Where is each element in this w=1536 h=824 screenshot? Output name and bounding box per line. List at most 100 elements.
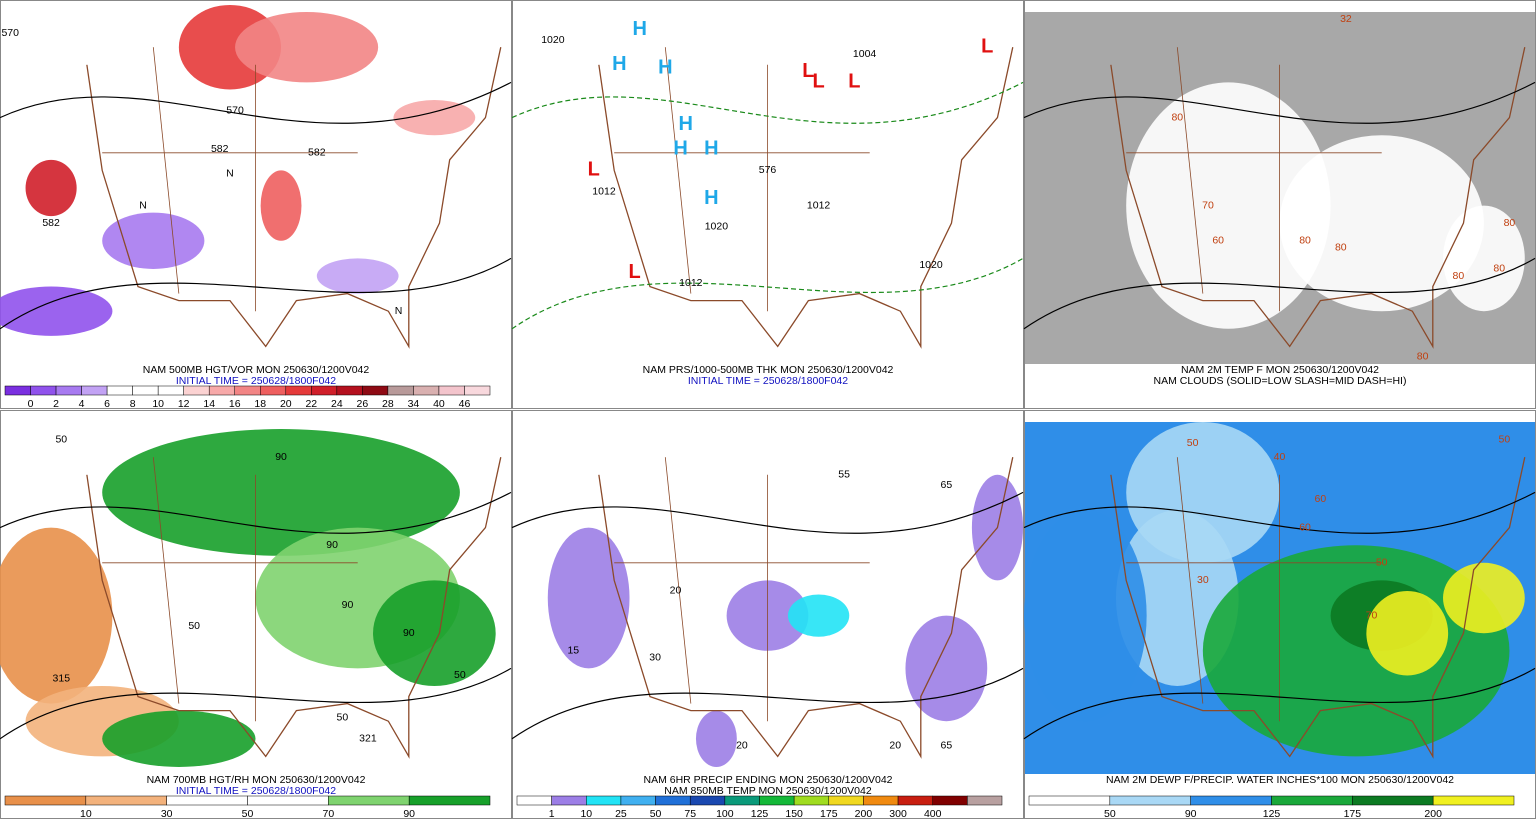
map-shade (0, 286, 113, 336)
colorbar-swatch (724, 795, 760, 806)
colorbar-swatch (932, 795, 968, 806)
map-shade (260, 170, 302, 241)
map-label: 570 (226, 104, 244, 116)
border-line (102, 457, 358, 722)
map-label: 30 (649, 652, 661, 664)
panel: 80 80 70 60 80 80 80 32 80 80 NAM 2M TEMP F MON 25… (1023, 0, 1536, 409)
map-label: H (633, 18, 647, 40)
colorbar-label: 20 (280, 398, 292, 410)
map-label: L (848, 71, 860, 93)
map-label: L (629, 261, 641, 283)
map-label: 50 (1376, 557, 1388, 569)
caption: INITIAL TIME = 250628/1800F042 (688, 375, 848, 387)
colorbar-label: 2 (53, 398, 59, 410)
map-label: 80 (1453, 270, 1465, 282)
coastline (86, 47, 502, 349)
panel: 55 65 20 30 20 20 15 65 NAM 6HR PRECIP ENDING MO… (511, 410, 1024, 820)
map-shade (1126, 422, 1280, 563)
caption: NAM 2M DEWP F/PRECIP. WATER INCHES*100 M… (1106, 774, 1454, 786)
map-label: 80 (1299, 235, 1311, 247)
panel: 570 582 570 582 582 N N N NAM 500MB HGT/VOR MON … (0, 0, 512, 410)
map-label: 321 (359, 733, 377, 745)
map-label: N (226, 168, 234, 180)
colorbar-label: 46 (459, 398, 471, 410)
caption: NAM 700MB HGT/RH MON 250630/1200V042 (147, 774, 366, 786)
map-area (513, 12, 1023, 364)
colorbar-swatch (166, 795, 248, 806)
map-shade (102, 429, 460, 556)
colorbar-label: 90 (1185, 808, 1197, 819)
map-label: 60 (1299, 521, 1311, 533)
map-label: 80 (1504, 217, 1516, 229)
colorbar-swatch (234, 385, 261, 396)
colorbar-label: 70 (322, 808, 334, 819)
map-label: 20 (889, 740, 901, 752)
colorbar-swatch (1271, 795, 1353, 806)
map-shade (316, 258, 399, 294)
map-label: 90 (342, 599, 354, 611)
panel: 50 40 50 60 50 30 60 70 NAM 2M DEWP F/PRECIP. WA… (1023, 410, 1536, 820)
map-shade (1279, 135, 1484, 312)
map-shade (25, 159, 77, 217)
colorbar-swatch (247, 795, 329, 806)
colorbar-swatch (132, 385, 159, 396)
colorbar-label: 1 (549, 808, 555, 819)
colorbar-label: 10 (80, 808, 92, 819)
colorbar-label: 300 (889, 808, 907, 819)
map-label: 15 (567, 645, 579, 657)
colorbar-label: 150 (785, 808, 803, 819)
coastline (1110, 457, 1526, 759)
map-label: 40 (1274, 451, 1286, 463)
map-label: 1004 (853, 48, 877, 60)
map-shade (235, 12, 379, 83)
colorbar-swatch (1109, 795, 1191, 806)
colorbar-label: 400 (924, 808, 942, 819)
map-label: H (704, 187, 718, 209)
map-label: H (658, 57, 672, 79)
map-label: L (802, 60, 814, 82)
colorbar-swatch (897, 795, 933, 806)
caption: INITIAL TIME = 250628/1800F042 (176, 375, 336, 387)
map-label: 32 (1340, 13, 1352, 25)
coastline (598, 457, 1014, 759)
colorbar-swatch (516, 795, 552, 806)
colorbar-swatch (1432, 795, 1515, 806)
border-line (614, 47, 870, 312)
map-label: 80 (1417, 351, 1429, 363)
map-label: 1020 (705, 221, 729, 233)
map-label: H (612, 53, 626, 75)
colorbar-label: 100 (716, 808, 734, 819)
colorbar-swatch (408, 795, 491, 806)
map-label: 60 (1212, 235, 1224, 247)
map-shade (102, 710, 256, 767)
colorbar-label: 22 (305, 398, 317, 410)
colorbar-swatch (387, 385, 414, 396)
contour (1023, 491, 1536, 740)
colorbar-label: 50 (242, 808, 254, 819)
panel: 50 90 315 50 90 321 50 90 90 50 NAM 700MB HGT/RH M… (0, 410, 512, 820)
colorbar-label: 200 (1424, 808, 1442, 819)
caption: NAM 6HR PRECIP ENDING MON 250630/1200V04… (644, 774, 893, 786)
colorbar-swatch (759, 795, 795, 806)
caption: NAM 850MB TEMP MON 250630/1200V042 (664, 785, 872, 797)
colorbar-label: 40 (433, 398, 445, 410)
map-label: 50 (454, 669, 466, 681)
colorbar-label: 50 (650, 808, 662, 819)
colorbar-swatch (967, 795, 1003, 806)
colorbar-label: 90 (403, 808, 415, 819)
colorbar-swatch (1352, 795, 1434, 806)
map-label: 50 (337, 711, 349, 723)
map-shade (393, 100, 476, 136)
map-label: 55 (838, 469, 850, 481)
colorbar-swatch (311, 385, 338, 396)
map-label: 90 (403, 627, 415, 639)
map-label: H (679, 113, 693, 135)
colorbar-label: 26 (357, 398, 369, 410)
map-label: 1020 (919, 259, 943, 271)
colorbar-swatch (55, 385, 82, 396)
colorbar-swatch (413, 385, 440, 396)
colorbar-swatch (336, 385, 363, 396)
colorbar-label: 28 (382, 398, 394, 410)
